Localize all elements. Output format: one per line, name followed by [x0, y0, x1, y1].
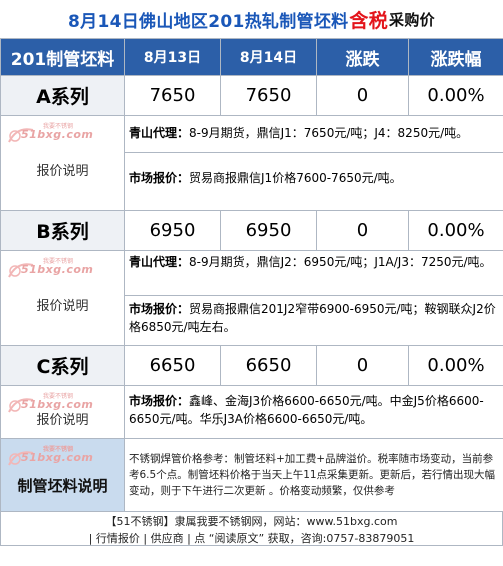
notes-cell: 青山代理：8-9月期货，鼎信J2：6950元/吨；J1A/J3：7250元/吨。… [124, 250, 503, 346]
note-line: 市场报价：鑫峰、金海J3价格6600-6650元/吨。中金J5价格6600-66… [125, 386, 503, 431]
note-line: 青山代理：8-9月期货，鼎信J2：6950元/吨；J1A/J3：7250元/吨。 [125, 251, 503, 295]
notes-cell: 市场报价：鑫峰、金海J3价格6600-6650元/吨。中金J5价格6600-66… [124, 385, 503, 439]
bottom-label: 制管坯料说明 [17, 476, 108, 495]
title-suffix: 采购价 [389, 10, 435, 29]
explain-cell: 我要不锈钢 51bxg.com 报价说明 [0, 115, 125, 211]
series-name: C系列 [0, 345, 125, 386]
note-value: 鑫峰、金海J3价格6600-6650元/吨。中金J5价格6600-6650元/吨… [129, 394, 484, 426]
header-date2: 8月14日 [220, 38, 317, 76]
explain-label: 报价说明 [36, 412, 89, 428]
header-change: 涨跌 [316, 38, 409, 76]
watermark-site: 51bxg.com [21, 451, 94, 464]
header-date1: 8月13日 [124, 38, 221, 76]
price-change: 0 [316, 345, 409, 386]
explain-cell: 我要不锈钢 51bxg.com 报价说明 [0, 250, 125, 346]
note-key: 青山代理： [129, 126, 190, 140]
bottom-description: 不锈钢焊管价格参考：制管坯料+加工费+品牌溢价。税率随市场变动，当前参考6.5个… [124, 438, 503, 512]
notes-cell: 青山代理：8-9月期货，鼎信J1：7650元/吨；J4：8250元/吨。 市场报… [124, 115, 503, 211]
note-row-c: 我要不锈钢 51bxg.com 报价说明 市场报价：鑫峰、金海J3价格6600-… [0, 385, 503, 439]
explain-cell: 我要不锈钢 51bxg.com 报价说明 [0, 385, 125, 439]
footer: 【51不锈钢】隶属我要不锈钢网，网站：www.51bxg.com | 行情报价 … [0, 512, 503, 546]
price-today: 6950 [220, 210, 317, 251]
watermark-site: 51bxg.com [21, 398, 94, 411]
watermark-tagline: 我要不锈钢 [43, 258, 74, 265]
series-name: A系列 [0, 75, 125, 116]
watermark-site: 51bxg.com [21, 128, 94, 141]
note-value: 8-9月期货，鼎信J1：7650元/吨；J4：8250元/吨。 [189, 126, 469, 140]
series-name: B系列 [0, 210, 125, 251]
watermark-logo-icon [8, 398, 34, 413]
note-key: 市场报价： [129, 171, 190, 185]
header-product: 201制管坯料 [0, 38, 125, 76]
note-value: 8-9月期货，鼎信J2：6950元/吨；J1A/J3：7250元/吨。 [189, 255, 492, 269]
watermark-logo-icon [8, 128, 34, 143]
title-highlight: 含税 [349, 9, 389, 32]
price-change: 0 [316, 210, 409, 251]
series-row-b: B系列 6950 6950 0 0.00% [0, 210, 503, 251]
price-prev: 6950 [124, 210, 221, 251]
watermark-tagline: 我要不锈钢 [43, 123, 74, 130]
bottom-label-cell: 我要不锈钢 51bxg.com 制管坯料说明 [0, 438, 125, 512]
price-change: 0 [316, 75, 409, 116]
header-change-pct: 涨跌幅 [408, 38, 503, 76]
watermark-logo-icon [8, 263, 34, 278]
price-today: 7650 [220, 75, 317, 116]
note-line: 市场报价：贸易商报鼎信201J2窄带6900-6950元/吨；鞍钢联众J2价格6… [125, 295, 503, 345]
price-table: 201制管坯料 8月13日 8月14日 涨跌 涨跌幅 A系列 7650 7650… [0, 38, 503, 512]
watermark-logo-icon [8, 451, 34, 466]
price-change-pct: 0.00% [408, 210, 503, 251]
footer-line-1: 【51不锈钢】隶属我要不锈钢网，网站：www.51bxg.com [105, 515, 398, 528]
note-value: 贸易商报鼎信201J2窄带6900-6950元/吨；鞍钢联众J2价格6850元/… [129, 302, 496, 334]
price-prev: 6650 [124, 345, 221, 386]
note-line: 青山代理：8-9月期货，鼎信J1：7650元/吨；J4：8250元/吨。 [125, 116, 503, 152]
page-title: 8月14日佛山地区201热轧制管坯料 含税 采购价 [0, 0, 503, 38]
note-key: 市场报价： [129, 302, 190, 316]
footer-line-2: | 行情报价 | 供应商 | 点 “阅读原文” 获取，咨询:0757-83879… [88, 532, 415, 545]
price-change-pct: 0.00% [408, 345, 503, 386]
note-value: 贸易商报鼎信J1价格7600-7650元/吨。 [189, 171, 402, 185]
series-row-c: C系列 6650 6650 0 0.00% [0, 345, 503, 386]
watermark-tagline: 我要不锈钢 [43, 393, 74, 400]
note-key: 市场报价： [129, 394, 190, 408]
note-line: 市场报价：贸易商报鼎信J1价格7600-7650元/吨。 [125, 152, 503, 210]
note-key: 青山代理： [129, 255, 190, 269]
price-today: 6650 [220, 345, 317, 386]
explain-label: 报价说明 [36, 298, 89, 314]
price-change-pct: 0.00% [408, 75, 503, 116]
watermark-site: 51bxg.com [21, 263, 94, 276]
watermark-tagline: 我要不锈钢 [43, 446, 74, 453]
explain-label: 报价说明 [36, 163, 89, 179]
note-row-b: 我要不锈钢 51bxg.com 报价说明 青山代理：8-9月期货，鼎信J2：69… [0, 250, 503, 346]
bottom-row: 我要不锈钢 51bxg.com 制管坯料说明 不锈钢焊管价格参考：制管坯料+加工… [0, 438, 503, 512]
series-row-a: A系列 7650 7650 0 0.00% [0, 75, 503, 116]
note-row-a: 我要不锈钢 51bxg.com 报价说明 青山代理：8-9月期货，鼎信J1：76… [0, 115, 503, 211]
table-header: 201制管坯料 8月13日 8月14日 涨跌 涨跌幅 [0, 38, 503, 76]
title-prefix: 8月14日佛山地区201热轧制管坯料 [68, 11, 349, 32]
price-prev: 7650 [124, 75, 221, 116]
